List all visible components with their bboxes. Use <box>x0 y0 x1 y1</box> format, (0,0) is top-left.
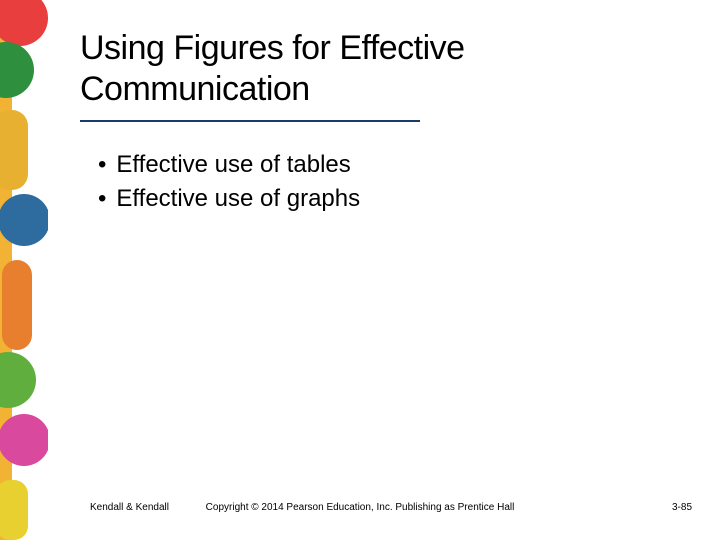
slide-content: Using Figures for Effective Communicatio… <box>80 28 680 217</box>
footer-copyright: Copyright © 2014 Pearson Education, Inc.… <box>0 502 720 513</box>
bullet-item: • Effective use of graphs <box>98 182 680 217</box>
title-underline <box>80 120 420 122</box>
bullet-text: Effective use of graphs <box>116 182 360 217</box>
slide-footer: Kendall & Kendall Copyright © 2014 Pears… <box>0 502 720 518</box>
bullet-dot-icon: • <box>98 148 106 183</box>
bullet-item: • Effective use of tables <box>98 148 680 183</box>
bullet-text: Effective use of tables <box>116 148 350 183</box>
footer-page-number: 3-85 <box>672 502 692 513</box>
bullet-list: • Effective use of tables • Effective use o… <box>98 148 680 218</box>
bullet-dot-icon: • <box>98 182 106 217</box>
decorative-sidebar <box>0 0 48 540</box>
slide-title: Using Figures for Effective Communicatio… <box>80 28 680 110</box>
